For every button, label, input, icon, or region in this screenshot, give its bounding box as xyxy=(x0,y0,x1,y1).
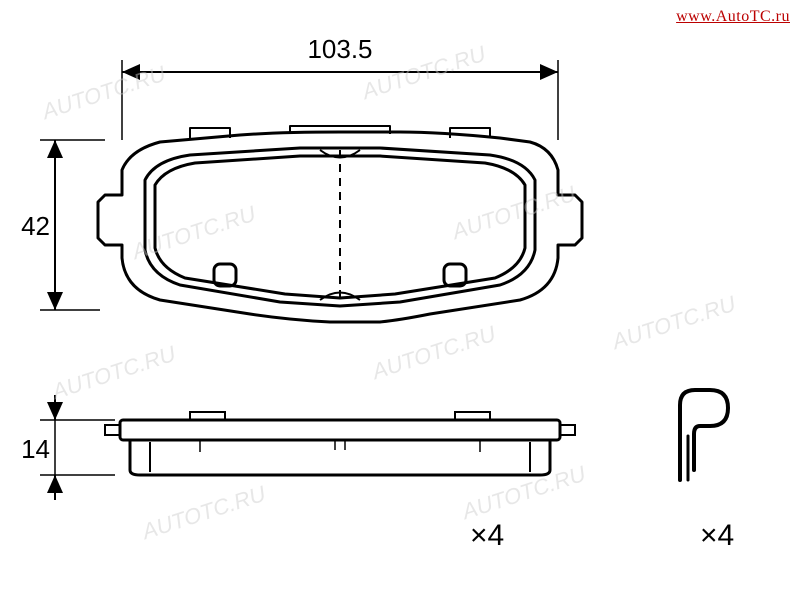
qty-clip: ×4 xyxy=(700,519,734,552)
site-url: www.AutoTC.ru xyxy=(676,8,790,26)
dim-height-text: 42 xyxy=(21,211,50,241)
dim-thickness: 14 xyxy=(21,395,115,500)
drawing-svg: 103.5 42 14 xyxy=(0,0,800,600)
pad-face-view xyxy=(98,126,582,322)
clip-view xyxy=(680,390,728,480)
qty-pad: ×4 xyxy=(470,519,504,552)
dim-width-text: 103.5 xyxy=(307,34,372,64)
pad-side-view xyxy=(105,412,575,475)
diagram-canvas: { "dimensions":{ "width_mm":"103.5", "he… xyxy=(0,0,800,600)
dim-height: 42 xyxy=(21,140,105,310)
dim-width: 103.5 xyxy=(122,34,558,140)
dim-thickness-text: 14 xyxy=(21,434,50,464)
